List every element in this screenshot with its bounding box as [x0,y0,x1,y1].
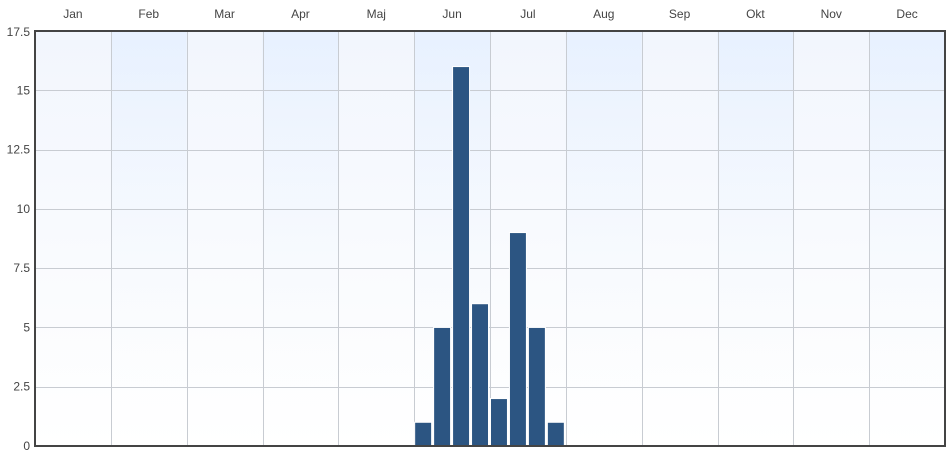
bar-8 [546,421,565,447]
x-tick-label-jul: Jul [520,7,535,21]
y-tick-label: 17.5 [7,25,31,39]
y-tick-label: 12.5 [7,143,31,157]
plot-border [34,30,946,447]
bar-6 [508,232,527,447]
month-band-dec [869,31,945,446]
x-tick-label-jan: Jan [63,7,82,21]
x-tick-label-sep: Sep [669,7,691,21]
bar-2 [433,326,452,447]
x-tick-label-okt: Okt [746,7,765,21]
bar-1 [414,421,433,447]
bar-5 [490,398,508,447]
x-tick-label-aug: Aug [593,7,614,21]
month-band-okt [717,31,794,446]
plot-frame [34,30,946,447]
x-tick-label-nov: Nov [821,7,842,21]
y-tick-label: 0 [23,439,30,453]
bar-3 [452,66,471,447]
month-band-apr [262,31,339,446]
y-tick-label: 15 [17,83,31,97]
y-tick-label: 2.5 [13,380,30,394]
y-axis-labels: 0 2.5 5 7.5 10 12.5 15 17.5 [7,25,31,453]
x-tick-label-jun: Jun [442,7,461,21]
y-tick-label: 7.5 [13,261,30,275]
x-tick-label-dec: Dec [896,7,917,21]
x-tick-label-mar: Mar [214,7,235,21]
x-tick-label-apr: Apr [291,7,310,21]
x-axis-labels: Jan Feb Mar Apr Maj Jun Jul Aug Sep Okt Nov Dec [63,7,918,21]
month-band-feb [110,31,187,446]
month-band-aug [565,31,642,446]
grid-lines [35,31,945,446]
x-tick-label-feb: Feb [138,7,159,21]
y-tick-label: 10 [17,202,31,216]
bar-7 [527,326,546,447]
bar-4 [471,303,489,447]
x-tick-label-maj: Maj [367,7,386,21]
y-tick-label: 5 [23,320,30,334]
